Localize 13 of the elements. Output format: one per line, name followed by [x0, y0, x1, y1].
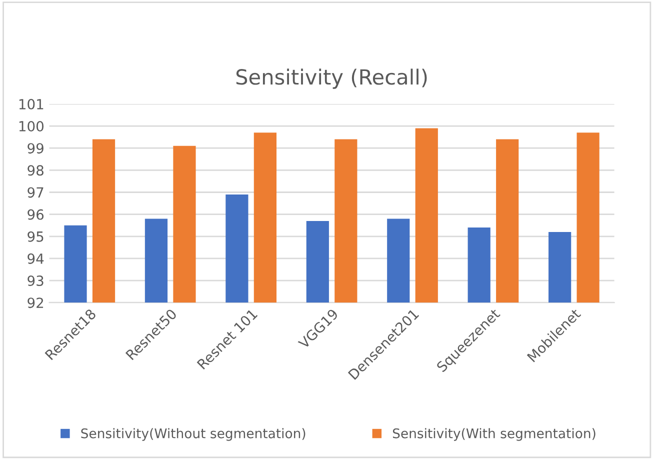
- legend-label: Sensitivity(Without segmentation): [81, 428, 306, 441]
- y-tick-label: 97: [28, 187, 44, 198]
- y-tick-label: 99: [28, 143, 44, 154]
- y-tick-label: 101: [19, 98, 44, 110]
- y-tick-label: 95: [28, 231, 44, 242]
- y-tick-label: 100: [19, 120, 44, 132]
- y-tick-label: 96: [28, 209, 44, 220]
- y-tick-label: 92: [28, 298, 44, 308]
- y-tick-label: 93: [28, 276, 44, 286]
- chart-title: Sensitivity (Recall): [236, 68, 427, 89]
- y-tick-label: 94: [28, 253, 44, 264]
- legend-label: Sensitivity(With segmentation): [392, 428, 596, 441]
- y-tick-label: 98: [28, 165, 44, 176]
